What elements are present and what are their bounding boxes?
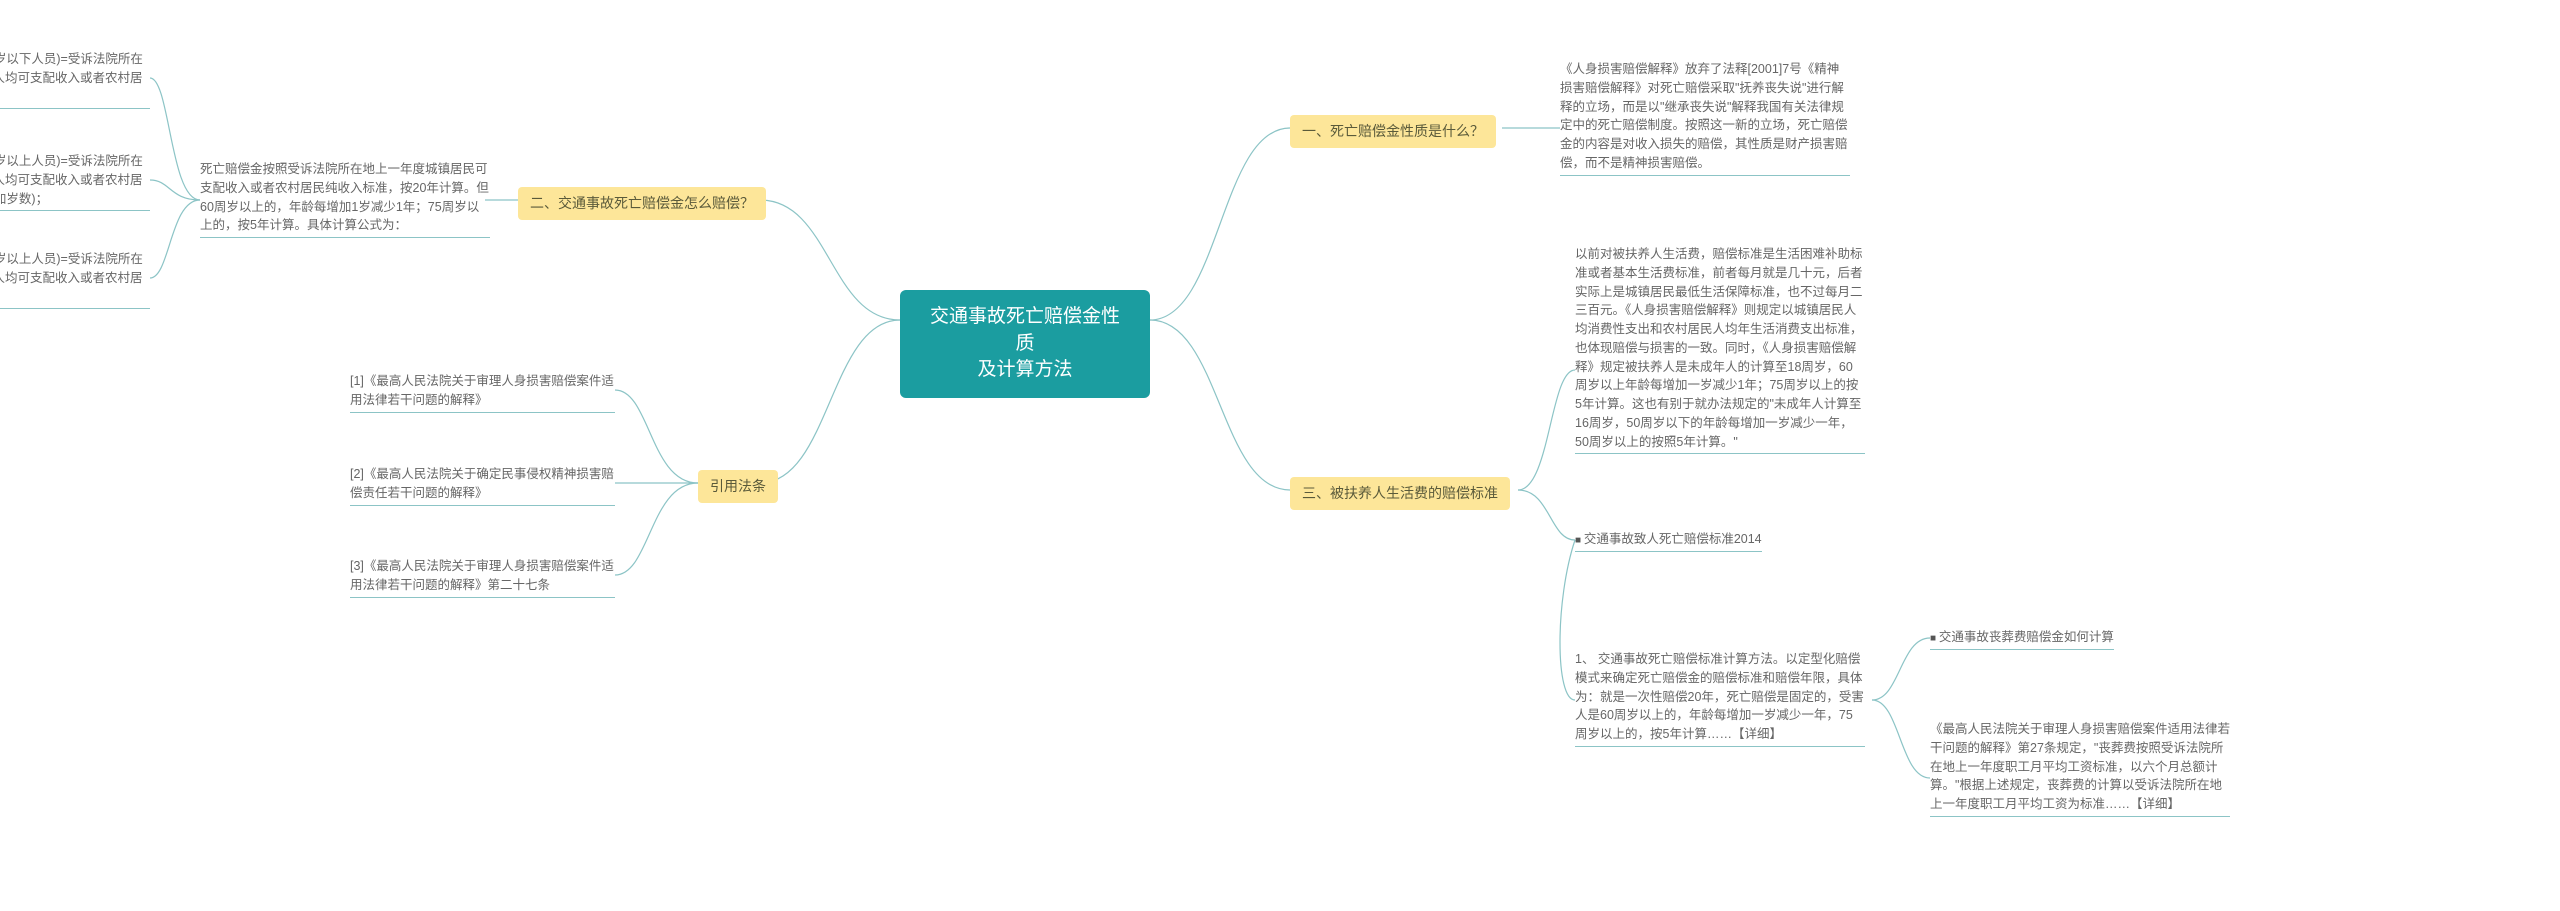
citation-2: [2]《最高人民法院关于确定民事侵权精神损害赔偿责任若干问题的解释》	[350, 465, 615, 506]
sub-funeral-text: 交通事故丧葬费赔偿金如何计算	[1939, 630, 2114, 644]
root-line1: 交通事故死亡赔偿金性质	[930, 306, 1120, 354]
citation-1-text: [1]《最高人民法院关于审理人身损害赔偿案件适用法律若干问题的解释》	[350, 374, 614, 407]
topic-nature: 一、死亡赔偿金性质是什么？	[1290, 115, 1496, 148]
formula-1-text: (一)死亡赔偿金(60周岁以下人员)=受诉法院所在地上一年度城镇居民人均可支配收…	[0, 52, 143, 104]
root-line2: 及计算方法	[977, 359, 1072, 380]
detail-nature: 《人身损害赔偿解释》放弃了法释[2001]7号《精神损害赔偿解释》对死亡赔偿采取…	[1560, 60, 1850, 176]
detail-dependents: 以前对被扶养人生活费，赔偿标准是生活困难补助标准或者基本生活费标准，前者每月就是…	[1575, 245, 1865, 454]
topic-nature-label: 一、死亡赔偿金性质是什么？	[1302, 123, 1484, 139]
citation-3-text: [3]《最高人民法院关于审理人身损害赔偿案件适用法律若干问题的解释》第二十七条	[350, 559, 614, 592]
formula-3-text: (三)死亡赔偿金(75周岁以上人员)=受诉法院所在地上一年度城镇居民人均可支配收…	[0, 252, 143, 304]
topic-how-compensate: 二、交通事故死亡赔偿金怎么赔偿？	[518, 187, 766, 220]
detail-nature-text: 《人身损害赔偿解释》放弃了法释[2001]7号《精神损害赔偿解释》对死亡赔偿采取…	[1560, 62, 1848, 170]
topic-dependents-label: 三、被扶养人生活费的赔偿标准	[1302, 485, 1498, 501]
formula-2-text: (二)死亡赔偿金(60周岁以上人员)=受诉法院所在地上一年度城镇居民人均可支配收…	[0, 154, 143, 206]
sub-standard-2014: 交通事故致人死亡赔偿标准2014	[1575, 530, 1762, 552]
formula-1: (一)死亡赔偿金(60周岁以下人员)=受诉法院所在地上一年度城镇居民人均可支配收…	[0, 50, 150, 109]
formula-2: (二)死亡赔偿金(60周岁以上人员)=受诉法院所在地上一年度城镇居民人均可支配收…	[0, 152, 150, 211]
citation-3: [3]《最高人民法院关于审理人身损害赔偿案件适用法律若干问题的解释》第二十七条	[350, 557, 615, 598]
topic-citations-label: 引用法条	[710, 478, 766, 494]
detail-how-compensate: 死亡赔偿金按照受诉法院所在地上一年度城镇居民可支配收入或者农村居民纯收入标准，按…	[200, 160, 490, 238]
detail-dependents-text: 以前对被扶养人生活费，赔偿标准是生活困难补助标准或者基本生活费标准，前者每月就是…	[1575, 247, 1863, 449]
root-node: 交通事故死亡赔偿金性质 及计算方法	[900, 290, 1150, 398]
sub-funeral-detail-text: 《最高人民法院关于审理人身损害赔偿案件适用法律若干问题的解释》第27条规定，"丧…	[1930, 722, 2230, 811]
sub-standard-2014-detail-text: 1、 交通事故死亡赔偿标准计算方法。以定型化赔偿模式来确定死亡赔偿金的赔偿标准和…	[1575, 652, 1864, 741]
detail-how-compensate-text: 死亡赔偿金按照受诉法院所在地上一年度城镇居民可支配收入或者农村居民纯收入标准，按…	[200, 162, 489, 232]
citation-1: [1]《最高人民法院关于审理人身损害赔偿案件适用法律若干问题的解释》	[350, 372, 615, 413]
formula-3: (三)死亡赔偿金(75周岁以上人员)=受诉法院所在地上一年度城镇居民人均可支配收…	[0, 250, 150, 309]
topic-how-compensate-label: 二、交通事故死亡赔偿金怎么赔偿？	[530, 195, 754, 211]
topic-citations: 引用法条	[698, 470, 778, 503]
topic-dependents: 三、被扶养人生活费的赔偿标准	[1290, 477, 1510, 510]
sub-funeral-detail: 《最高人民法院关于审理人身损害赔偿案件适用法律若干问题的解释》第27条规定，"丧…	[1930, 720, 2230, 817]
sub-standard-2014-text: 交通事故致人死亡赔偿标准2014	[1584, 532, 1762, 546]
citation-2-text: [2]《最高人民法院关于确定民事侵权精神损害赔偿责任若干问题的解释》	[350, 467, 614, 500]
sub-funeral: 交通事故丧葬费赔偿金如何计算	[1930, 628, 2114, 650]
sub-standard-2014-detail: 1、 交通事故死亡赔偿标准计算方法。以定型化赔偿模式来确定死亡赔偿金的赔偿标准和…	[1575, 650, 1865, 747]
